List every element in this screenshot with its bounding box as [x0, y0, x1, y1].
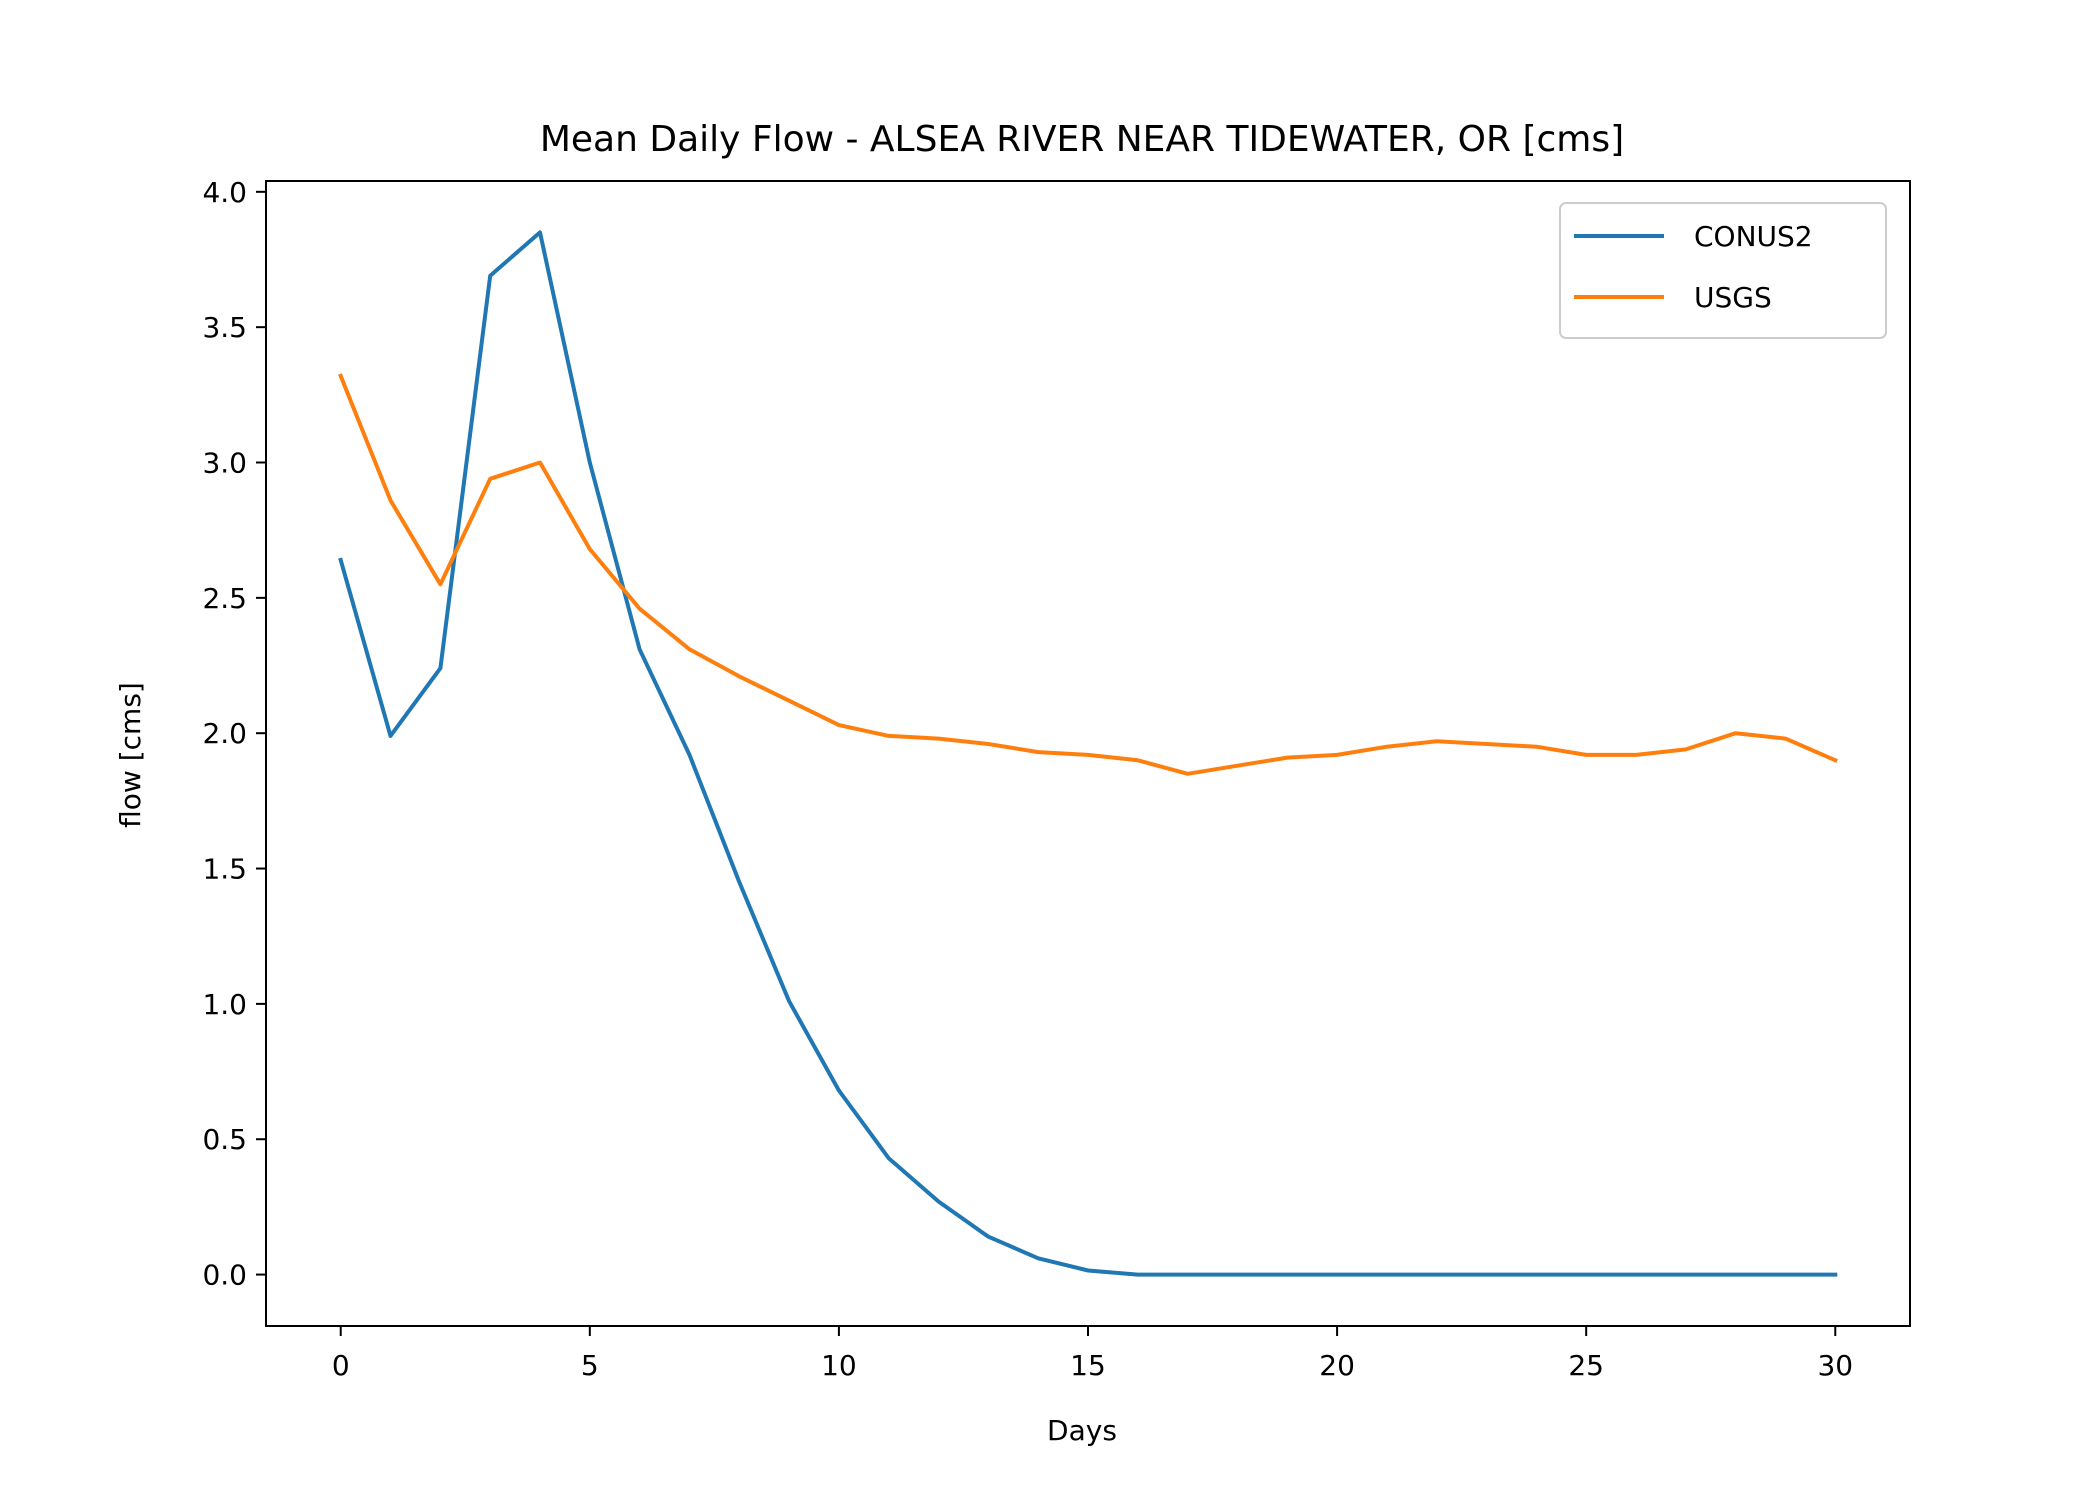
x-tick-label: 30 [1817, 1349, 1853, 1382]
y-tick-label: 3.0 [202, 447, 247, 480]
y-axis: 0.0 0.5 1.0 1.5 2.0 2.5 3.0 3.5 4.0 [202, 176, 266, 1292]
plot-area [338, 230, 1838, 1277]
x-tick-label: 5 [581, 1349, 599, 1382]
x-tick-label: 15 [1070, 1349, 1106, 1382]
legend-label-usgs: USGS [1694, 281, 1772, 314]
legend-label-conus2: CONUS2 [1694, 220, 1813, 253]
y-axis-label: flow [cms] [114, 682, 147, 828]
series-line-conus2 [338, 230, 1838, 1277]
y-tick-label: 1.5 [202, 853, 247, 886]
plot-frame [265, 180, 1911, 1327]
legend: CONUS2 USGS [1559, 202, 1887, 339]
y-tick-label: 2.5 [202, 582, 247, 615]
x-tick-label: 20 [1319, 1349, 1355, 1382]
x-axis: 0 5 10 15 20 25 30 [332, 1326, 1853, 1382]
x-tick-label: 10 [821, 1349, 857, 1382]
y-tick-label: 1.0 [202, 988, 247, 1021]
series-line-usgs [338, 373, 1838, 776]
y-tick-label: 0.0 [202, 1259, 247, 1292]
x-tick-label: 25 [1568, 1349, 1604, 1382]
y-tick-label: 3.5 [202, 311, 247, 344]
x-tick-label: 0 [332, 1349, 350, 1382]
y-tick-label: 2.0 [202, 717, 247, 750]
y-tick-label: 0.5 [202, 1123, 247, 1156]
x-axis-label: Days [1047, 1414, 1117, 1447]
chart-title: Mean Daily Flow - ALSEA RIVER NEAR TIDEW… [540, 119, 1624, 160]
y-tick-label: 4.0 [202, 176, 247, 209]
